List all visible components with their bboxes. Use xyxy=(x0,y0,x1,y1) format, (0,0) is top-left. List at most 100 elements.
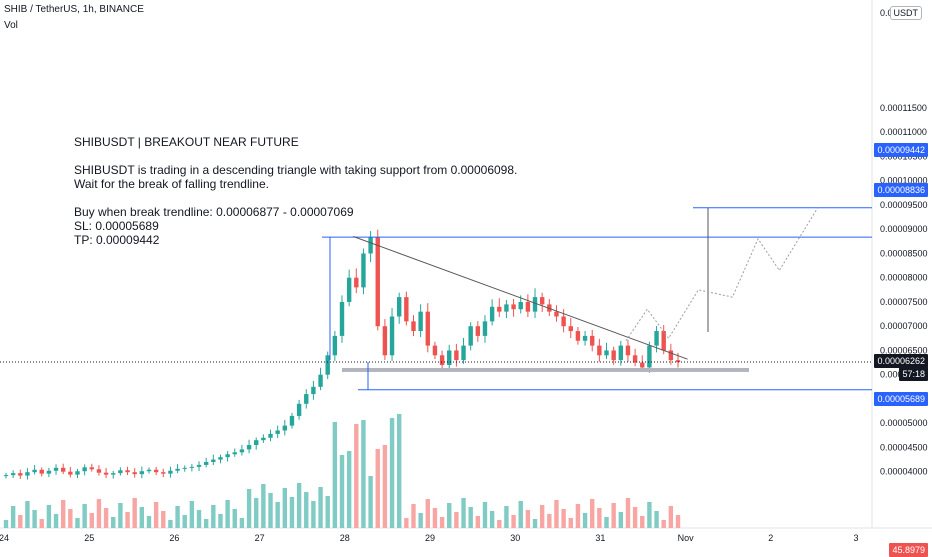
volume-bar xyxy=(396,414,402,528)
y-tick-label: 0.00010000 xyxy=(880,176,928,186)
candle-body xyxy=(268,433,273,438)
volume-bar xyxy=(254,498,259,528)
candle-body xyxy=(618,345,624,361)
x-tick-label: 28 xyxy=(340,533,350,543)
x-tick-label: 24 xyxy=(0,533,9,543)
volume-bar xyxy=(203,519,209,528)
volume-bar xyxy=(232,509,237,528)
candle-body xyxy=(396,297,402,317)
x-tick-label: 2 xyxy=(768,533,773,543)
candle-body xyxy=(432,345,438,356)
resistance-price-tag: 0.00008836 xyxy=(874,183,928,197)
volume-bar xyxy=(482,502,488,528)
volume-bar xyxy=(282,488,288,528)
candle-body xyxy=(640,362,645,368)
x-tick-label: 30 xyxy=(510,533,520,543)
candle-body xyxy=(654,331,659,346)
candle-body xyxy=(246,445,252,450)
volume-bar xyxy=(632,507,638,528)
volume-bar xyxy=(10,506,16,528)
candle-body xyxy=(153,469,159,473)
volume-bar xyxy=(175,506,180,528)
candle-body xyxy=(53,467,59,471)
candle-body xyxy=(525,301,531,312)
candle-body xyxy=(475,326,481,336)
y-tick-label: 0.00009500 xyxy=(880,200,928,210)
candle-body xyxy=(18,473,23,476)
volume-bar xyxy=(275,502,280,528)
volume-bar xyxy=(425,499,430,528)
candle-body xyxy=(39,469,44,474)
candle-body xyxy=(218,457,223,460)
volume-bar xyxy=(489,511,495,528)
volume-value-tag: 45.8979 xyxy=(889,543,928,557)
volume-bar xyxy=(189,501,195,528)
candle-body xyxy=(489,306,495,322)
volume-bar xyxy=(561,509,566,528)
idea-title: SHIBUSDT | BREAKOUT NEAR FUTURE xyxy=(74,135,299,149)
candle-body xyxy=(75,471,80,475)
volume-bar xyxy=(375,449,380,528)
falling-trendline xyxy=(353,236,688,360)
volume-indicator-label[interactable]: Vol xyxy=(4,20,18,31)
candle-body xyxy=(225,454,230,458)
volume-bar xyxy=(75,518,80,528)
candle-body xyxy=(254,440,259,446)
volume-bar xyxy=(125,512,130,528)
volume-bar xyxy=(604,517,609,528)
candle-body xyxy=(60,467,66,472)
current-price-tag: 0.00006262 xyxy=(874,354,928,368)
volume-bar xyxy=(46,505,52,528)
candle-body xyxy=(232,452,237,455)
candle-body xyxy=(68,471,73,475)
idea-line-4: SL: 0.00005689 xyxy=(74,219,159,233)
candle-body xyxy=(504,304,509,312)
volume-bar xyxy=(611,503,616,528)
y-tick-partial: 0.0 xyxy=(880,8,893,18)
volume-bar xyxy=(246,489,252,528)
candle-body xyxy=(454,350,459,361)
candle-body xyxy=(418,311,423,332)
volume-bar xyxy=(304,492,309,528)
volume-bar xyxy=(547,514,552,528)
candle-body xyxy=(518,301,523,310)
volume-bar xyxy=(389,418,395,528)
volume-bar xyxy=(218,514,223,528)
y-tick-label: 0.00006500 xyxy=(880,345,928,355)
volume-bar xyxy=(146,516,152,528)
volume-bar xyxy=(618,512,624,528)
volume-bar xyxy=(382,445,388,528)
candle-body xyxy=(404,297,409,322)
candle-body xyxy=(532,297,538,312)
currency-badge[interactable]: USDT xyxy=(889,6,922,20)
volume-bar xyxy=(311,501,316,528)
candle-body xyxy=(461,345,466,361)
candle-body xyxy=(82,467,87,472)
candle-body xyxy=(118,470,123,474)
candle-body xyxy=(447,350,452,366)
candle-body xyxy=(382,326,388,356)
volume-bar xyxy=(211,505,216,528)
candle-body xyxy=(561,316,566,327)
volume-bar xyxy=(447,503,452,528)
volume-bar xyxy=(32,510,37,528)
volume-bar xyxy=(82,504,87,528)
volume-bar xyxy=(111,517,116,528)
time-axis: 24 25 26 27 28 29 30 31 Nov 2 3 xyxy=(0,533,859,543)
candle-body xyxy=(647,345,652,368)
volume-bar xyxy=(675,515,681,528)
candle-body xyxy=(590,335,595,346)
volume-bar xyxy=(661,520,666,528)
candle-body xyxy=(332,335,338,356)
volume-bar xyxy=(468,507,473,528)
candle-body xyxy=(375,237,380,327)
volume-bar xyxy=(354,424,359,528)
volume-bar xyxy=(625,498,631,528)
candle-body xyxy=(539,297,545,305)
price-axis: 0.000115000.000110000.000105000.00010000… xyxy=(880,8,928,477)
candle-body xyxy=(582,335,588,341)
candle-body xyxy=(282,425,288,431)
volume-bar xyxy=(196,510,202,528)
candle-body xyxy=(604,350,609,356)
